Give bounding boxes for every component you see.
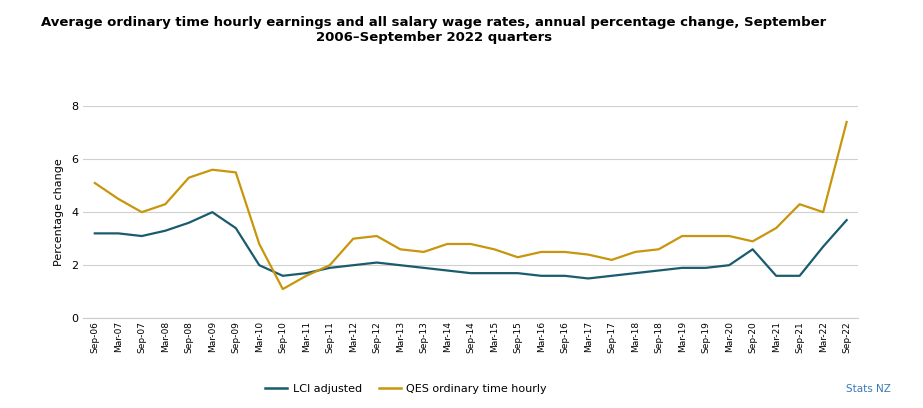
QES ordinary time hourly: [207, 167, 218, 172]
LCI adjusted: [301, 271, 312, 276]
LCI adjusted: [535, 273, 546, 278]
QES ordinary time hourly: [512, 255, 523, 260]
QES ordinary time hourly: [841, 120, 852, 124]
Text: Average ordinary time hourly earnings and all salary wage rates, annual percenta: Average ordinary time hourly earnings an…: [42, 16, 826, 44]
LCI adjusted: [230, 226, 241, 231]
Legend: LCI adjusted, QES ordinary time hourly: LCI adjusted, QES ordinary time hourly: [260, 379, 552, 398]
LCI adjusted: [348, 263, 359, 268]
QES ordinary time hourly: [324, 263, 335, 268]
LCI adjusted: [160, 228, 171, 233]
LCI adjusted: [371, 260, 382, 265]
LCI adjusted: [442, 268, 453, 273]
QES ordinary time hourly: [701, 233, 712, 238]
QES ordinary time hourly: [395, 247, 406, 252]
QES ordinary time hourly: [747, 239, 758, 244]
QES ordinary time hourly: [371, 233, 382, 238]
QES ordinary time hourly: [301, 273, 312, 278]
Y-axis label: Percentage change: Percentage change: [54, 158, 64, 266]
LCI adjusted: [582, 276, 593, 281]
QES ordinary time hourly: [488, 247, 499, 252]
QES ordinary time hourly: [653, 247, 665, 252]
LCI adjusted: [207, 210, 218, 215]
LCI adjusted: [794, 273, 805, 278]
LCI adjusted: [606, 273, 617, 278]
QES ordinary time hourly: [559, 249, 570, 255]
QES ordinary time hourly: [465, 242, 476, 246]
LCI adjusted: [701, 265, 712, 270]
LCI adjusted: [771, 273, 782, 278]
QES ordinary time hourly: [629, 249, 641, 255]
LCI adjusted: [653, 268, 665, 273]
QES ordinary time hourly: [230, 170, 241, 175]
LCI adjusted: [395, 263, 406, 268]
LCI adjusted: [747, 247, 758, 252]
LCI adjusted: [465, 271, 476, 276]
LCI adjusted: [677, 265, 688, 270]
QES ordinary time hourly: [606, 257, 617, 262]
QES ordinary time hourly: [582, 252, 593, 257]
LCI adjusted: [113, 231, 124, 236]
LCI adjusted: [184, 220, 195, 225]
LCI adjusted: [277, 273, 288, 278]
QES ordinary time hourly: [254, 242, 265, 246]
QES ordinary time hourly: [818, 210, 829, 215]
QES ordinary time hourly: [160, 202, 171, 206]
QES ordinary time hourly: [418, 249, 429, 255]
LCI adjusted: [512, 271, 523, 276]
QES ordinary time hourly: [277, 286, 288, 291]
QES ordinary time hourly: [137, 210, 148, 215]
LCI adjusted: [488, 271, 499, 276]
QES ordinary time hourly: [113, 196, 124, 201]
LCI adjusted: [137, 233, 148, 238]
QES ordinary time hourly: [184, 175, 195, 180]
QES ordinary time hourly: [442, 242, 453, 246]
Text: Stats NZ: Stats NZ: [845, 384, 891, 394]
Line: QES ordinary time hourly: QES ordinary time hourly: [95, 122, 846, 289]
QES ordinary time hourly: [724, 233, 735, 238]
LCI adjusted: [629, 271, 641, 276]
QES ordinary time hourly: [535, 249, 546, 255]
LCI adjusted: [724, 263, 735, 268]
LCI adjusted: [559, 273, 570, 278]
QES ordinary time hourly: [348, 236, 359, 241]
QES ordinary time hourly: [794, 202, 805, 206]
LCI adjusted: [90, 231, 101, 236]
LCI adjusted: [254, 263, 265, 268]
LCI adjusted: [818, 244, 829, 249]
QES ordinary time hourly: [90, 180, 101, 185]
QES ordinary time hourly: [677, 233, 688, 238]
Line: LCI adjusted: LCI adjusted: [95, 212, 846, 278]
LCI adjusted: [324, 265, 335, 270]
LCI adjusted: [418, 265, 429, 270]
QES ordinary time hourly: [771, 226, 782, 231]
LCI adjusted: [841, 218, 852, 223]
